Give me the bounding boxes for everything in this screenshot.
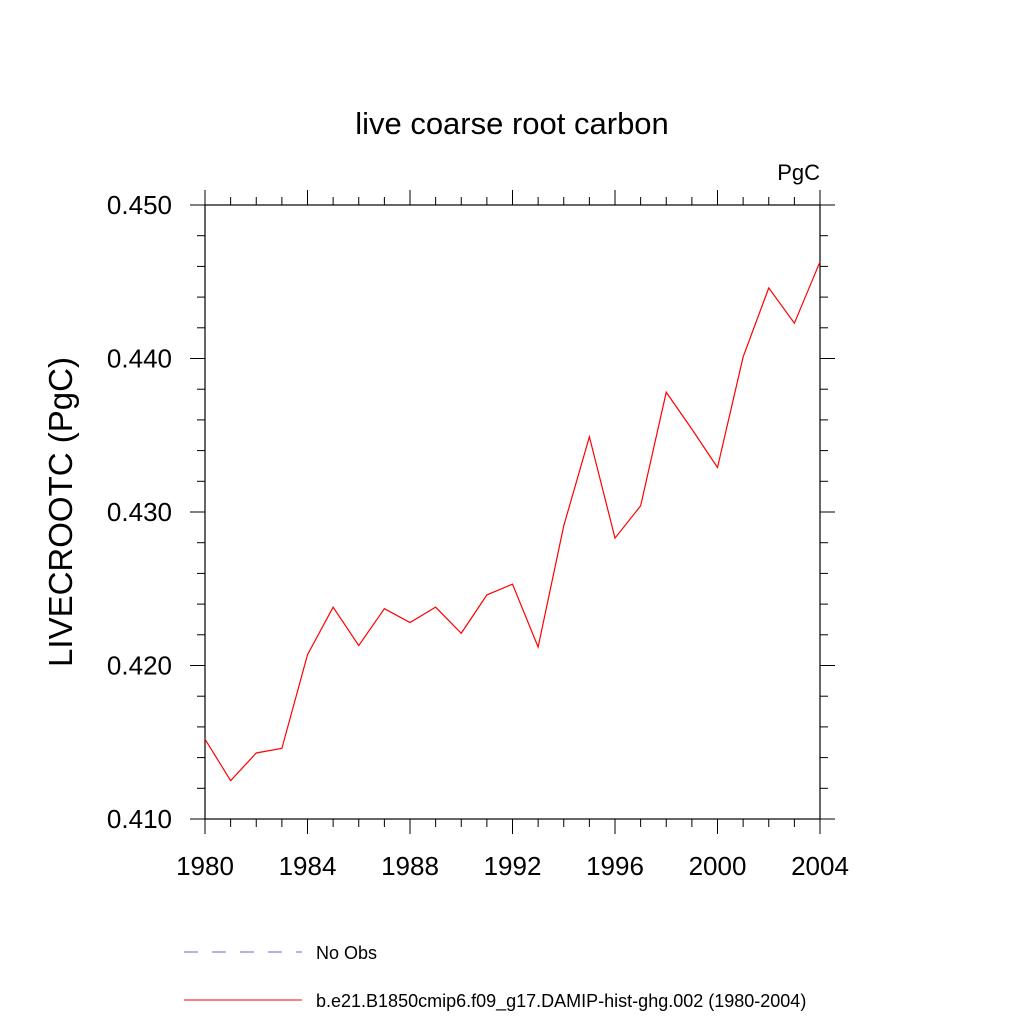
legend: No Obs b.e21.B1850cmip6.f09_g17.DAMIP-his…	[184, 943, 806, 1012]
y-axis-label: LIVECROOTC (PgC)	[42, 357, 79, 667]
x-tick-label: 2004	[791, 851, 849, 881]
y-tick-label: 0.450	[107, 190, 172, 220]
x-tick-label: 1980	[176, 851, 234, 881]
series-layer	[204, 261, 821, 782]
x-tick-label: 2000	[689, 851, 747, 881]
axis-ticks	[190, 190, 835, 834]
series-line-1	[204, 261, 821, 782]
tick-labels: 1980 1984 1988 1992 1996 2000 2004 0.410 0.420 0.…	[107, 190, 849, 881]
legend-label-0: No Obs	[316, 943, 377, 963]
y-tick-label: 0.420	[107, 651, 172, 681]
x-tick-label: 1988	[381, 851, 439, 881]
legend-label-1: b.e21.B1850cmip6.f09_g17.DAMIP-hist-ghg.…	[316, 991, 806, 1012]
plot-frame	[204, 204, 821, 820]
x-tick-label: 1992	[484, 851, 542, 881]
y-tick-label: 0.440	[107, 344, 172, 374]
y-tick-label: 0.430	[107, 497, 172, 527]
units-label: PgC	[777, 160, 820, 185]
y-tick-label: 0.410	[107, 804, 172, 834]
chart-title: live coarse root carbon	[355, 106, 669, 141]
x-tick-label: 1996	[586, 851, 644, 881]
x-tick-label: 1984	[279, 851, 337, 881]
